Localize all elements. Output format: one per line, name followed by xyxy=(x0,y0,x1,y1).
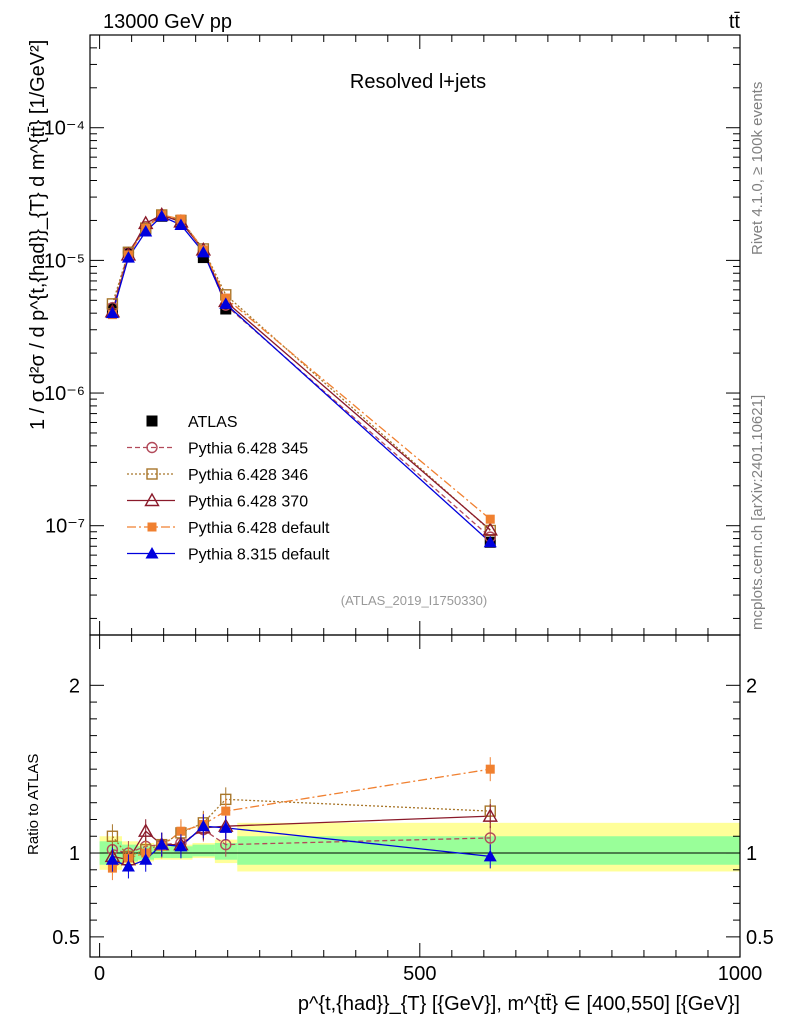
main-y-tick-label: 10⁻⁷ xyxy=(45,516,85,538)
ratio-point-pythia-8-315-default xyxy=(174,839,188,852)
ratio-x-tick-label: 500 xyxy=(403,963,436,985)
ratio-point-pythia-8-315-default xyxy=(155,838,169,850)
main-y-tick-label: 10⁻⁴ xyxy=(44,118,85,140)
main-point-pythia-8-315-default xyxy=(219,297,233,309)
legend-marker-atlas xyxy=(146,415,158,427)
legend-label-pythia-6-428-345: Pythia 6.428 345 xyxy=(188,441,308,458)
ratio-uncertainty-bands xyxy=(99,822,740,872)
main-x-ticks xyxy=(99,35,741,635)
ratio-point-pythia-6-428-default xyxy=(485,764,495,774)
ratio-x-tick-label: 0 xyxy=(94,963,105,985)
ratio-point-pythia-6-428-default xyxy=(176,826,186,836)
ratio-point-pythia-8-315-default xyxy=(483,849,497,862)
main-y-tick-label: 10⁻⁵ xyxy=(44,250,85,272)
legend-label-atlas: ATLAS xyxy=(188,414,238,431)
ratio-y-tick-label-left: 2 xyxy=(69,675,80,697)
legend-label-pythia-8-315-default: Pythia 8.315 default xyxy=(188,547,330,564)
main-panel: 10⁻⁷ 10⁻⁶ 10⁻⁵ 10⁻⁴ Resolved l+jets (ATLAS_… xyxy=(27,34,741,636)
main-y-tick-label: 10⁻⁶ xyxy=(44,383,85,405)
ratio-y-tick-label-right: 2 xyxy=(746,675,757,697)
main-point-pythia-6-428-default xyxy=(485,514,495,524)
legend-marker-pythia-6-428-370 xyxy=(144,492,160,507)
ratio-point-pythia-8-315-default xyxy=(196,819,210,832)
energy-label: 13000 GeV pp xyxy=(103,11,232,33)
legend-marker-pythia-6-428-345 xyxy=(146,441,158,454)
x-axis-label: p^{t,{had}}_{T} [{GeV}], m^{tt̄} ∈ [400,… xyxy=(298,993,740,1015)
legend: ATLAS Pythia 6.428 345 Pythia 6.428 346 Pyt… xyxy=(127,414,330,564)
main-point-pythia-8-315-default xyxy=(196,245,210,258)
ratio-panel: 0.5 0.5 1 1 2 2 0 500 1000 Ratio to ATLAS p^{t,… xyxy=(25,634,774,1015)
main-frame xyxy=(89,34,741,636)
main-point-pythia-8-315-default xyxy=(139,225,153,237)
mcplots-label: mcplots.cern.ch [arXiv:2401.10621] xyxy=(749,395,766,630)
ratio-y-axis-label: Ratio to ATLAS xyxy=(25,754,42,855)
main-y-ticks: 10⁻⁷ 10⁻⁶ 10⁻⁵ 10⁻⁴ xyxy=(44,34,740,619)
main-line-pythia-6-428-345 xyxy=(111,214,491,538)
legend-marker-pythia-6-428-346 xyxy=(146,468,158,480)
ratio-y-tick-label-right: 0.5 xyxy=(746,927,774,949)
main-point-pythia-8-315-default xyxy=(155,209,169,222)
legend-marker-pythia-8-315-default xyxy=(145,547,159,559)
ratio-point-pythia-6-428-370 xyxy=(482,808,498,822)
main-point-pythia-8-315-default xyxy=(174,218,188,230)
legend-label-pythia-6-428-370: Pythia 6.428 370 xyxy=(188,494,308,511)
ratio-x-tick-label: 1000 xyxy=(718,963,763,985)
ratio-y-ticks: 0.5 0.5 1 1 2 2 xyxy=(52,675,774,949)
main-point-atlas xyxy=(220,303,232,315)
main-point-pythia-8-315-default xyxy=(105,306,119,319)
ratio-point-pythia-6-428-346 xyxy=(106,830,119,842)
ratio-point-pythia-8-315-default xyxy=(219,821,233,833)
process-label: tt̄ xyxy=(729,11,741,33)
main-series-markers xyxy=(104,207,498,548)
ratio-point-pythia-6-428-345 xyxy=(484,832,496,844)
legend-label-pythia-6-428-default: Pythia 6.428 default xyxy=(188,520,330,537)
analysis-id: (ATLAS_2019_I1750330) xyxy=(341,593,487,608)
legend-marker-pythia-6-428-default xyxy=(147,522,157,532)
ratio-y-tick-label-right: 1 xyxy=(746,843,757,865)
ratio-y-tick-label-left: 1 xyxy=(69,843,80,865)
main-point-atlas xyxy=(197,252,209,264)
ratio-point-pythia-8-315-default xyxy=(139,853,153,865)
main-y-axis-label: 1 / σ d²σ / d p^{t,{had}}_{T} d m^{tt̄} … xyxy=(27,40,49,430)
main-point-pythia-8-315-default xyxy=(121,251,135,263)
ratio-point-pythia-8-315-default xyxy=(121,859,135,872)
ratio-series-markers xyxy=(104,757,498,881)
ratio-point-pythia-8-315-default xyxy=(105,853,119,865)
ratio-frame xyxy=(89,634,741,958)
rivet-label: Rivet 4.1.0, ≥ 100k events xyxy=(749,82,766,255)
ratio-point-pythia-6-428-default xyxy=(221,806,231,816)
main-title: Resolved l+jets xyxy=(350,71,486,93)
legend-label-pythia-6-428-346: Pythia 6.428 346 xyxy=(188,467,308,484)
ratio-y-tick-label-left: 0.5 xyxy=(52,927,80,949)
ratio-point-pythia-6-428-370 xyxy=(138,823,154,837)
ratio-band-inner xyxy=(192,844,215,857)
main-point-pythia-8-315-default xyxy=(483,535,497,548)
ratio-x-ticks: 0 500 1000 xyxy=(94,635,762,985)
main-point-pythia-6-428-370 xyxy=(482,521,498,536)
